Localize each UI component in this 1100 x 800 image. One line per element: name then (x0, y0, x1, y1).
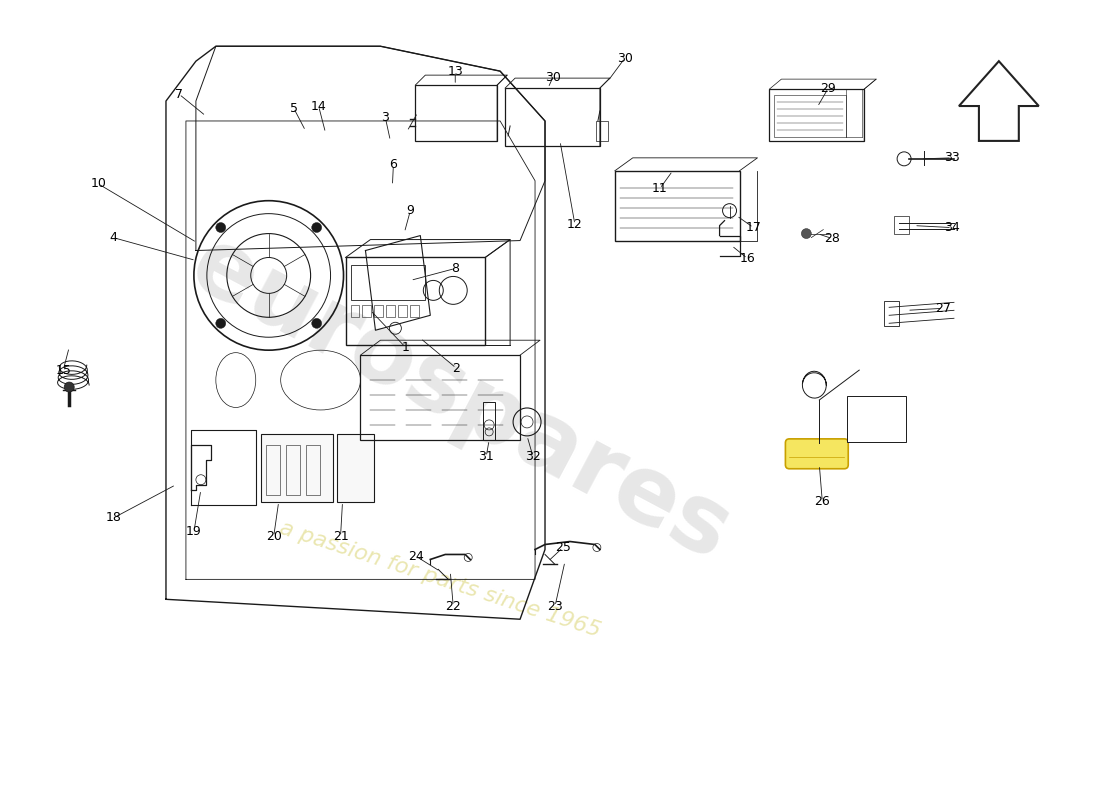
Text: 6: 6 (389, 158, 397, 171)
Text: 21: 21 (332, 530, 349, 543)
Text: 29: 29 (821, 82, 836, 94)
Text: 30: 30 (617, 52, 632, 65)
Text: 1: 1 (402, 341, 409, 354)
Circle shape (311, 222, 321, 233)
Bar (286, 445, 299, 494)
Text: eurospares: eurospares (175, 219, 746, 581)
Text: 33: 33 (944, 151, 960, 164)
Text: 24: 24 (408, 550, 425, 563)
Text: 18: 18 (107, 511, 122, 524)
Bar (374, 306, 384, 318)
Text: 15: 15 (55, 364, 72, 377)
Text: 16: 16 (739, 252, 756, 265)
FancyBboxPatch shape (261, 434, 332, 502)
Text: 20: 20 (266, 530, 282, 543)
Bar (774, 95, 846, 137)
Text: 31: 31 (478, 450, 494, 463)
Bar (483, 402, 495, 440)
Text: 12: 12 (568, 218, 583, 231)
Bar (410, 306, 419, 318)
Text: 17: 17 (746, 221, 761, 234)
FancyBboxPatch shape (337, 434, 374, 502)
Circle shape (311, 318, 321, 328)
Text: 4: 4 (109, 231, 117, 244)
FancyBboxPatch shape (847, 396, 906, 442)
Text: 25: 25 (556, 541, 571, 554)
Circle shape (64, 382, 74, 392)
Bar (351, 306, 360, 318)
Bar (894, 216, 909, 234)
Bar (306, 445, 320, 494)
Text: 2: 2 (452, 362, 460, 374)
Text: 26: 26 (814, 495, 830, 508)
Bar (596, 121, 608, 141)
Text: 7: 7 (175, 87, 183, 101)
Bar (769, 89, 865, 141)
Bar (505, 88, 600, 146)
Text: 30: 30 (546, 70, 561, 84)
Bar (361, 355, 520, 440)
Text: 32: 32 (525, 450, 541, 463)
Text: 19: 19 (186, 525, 201, 538)
Bar (615, 170, 739, 241)
Circle shape (216, 222, 225, 233)
Text: 10: 10 (90, 178, 106, 190)
Text: 11: 11 (652, 182, 668, 195)
Text: 27: 27 (935, 302, 950, 315)
Bar (266, 445, 279, 494)
Bar (363, 306, 372, 318)
Text: 22: 22 (446, 600, 461, 613)
Text: 28: 28 (824, 232, 840, 245)
Text: 3: 3 (382, 111, 389, 125)
Text: 5: 5 (289, 102, 298, 114)
Bar (351, 266, 426, 300)
Text: 9: 9 (406, 204, 415, 217)
Circle shape (216, 318, 225, 328)
Text: 23: 23 (547, 600, 563, 613)
Text: 14: 14 (310, 99, 327, 113)
Text: a passion for parts since 1965: a passion for parts since 1965 (277, 518, 603, 641)
Circle shape (802, 229, 812, 238)
Text: 8: 8 (451, 262, 459, 275)
Bar (416, 85, 497, 141)
Bar (345, 258, 485, 345)
Bar (398, 306, 407, 318)
Text: 34: 34 (944, 221, 960, 234)
Bar (386, 306, 395, 318)
FancyBboxPatch shape (785, 439, 848, 469)
Text: 13: 13 (448, 65, 463, 78)
Bar (884, 302, 899, 326)
